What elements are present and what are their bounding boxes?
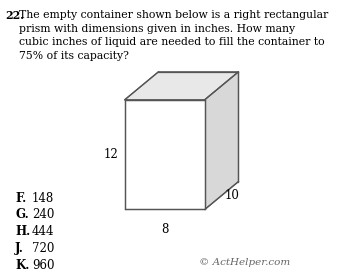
- Text: F.: F.: [15, 192, 26, 205]
- Text: 148: 148: [32, 192, 54, 205]
- Text: 960: 960: [32, 259, 55, 272]
- Text: The empty container shown below is a right rectangular
prism with dimensions giv: The empty container shown below is a rig…: [19, 10, 328, 61]
- Polygon shape: [205, 72, 238, 209]
- Text: K.: K.: [15, 259, 29, 272]
- Polygon shape: [125, 100, 205, 209]
- Text: J.: J.: [15, 242, 24, 255]
- Text: 8: 8: [161, 224, 168, 237]
- Text: 444: 444: [32, 225, 55, 238]
- Text: 720: 720: [32, 242, 54, 255]
- Text: 12: 12: [103, 148, 118, 161]
- Text: 10: 10: [225, 189, 240, 202]
- Text: H.: H.: [15, 225, 30, 238]
- Text: 22.: 22.: [5, 10, 24, 21]
- Polygon shape: [125, 72, 238, 100]
- Text: G.: G.: [15, 208, 29, 221]
- Text: © ActHelper.com: © ActHelper.com: [199, 258, 290, 267]
- Text: 240: 240: [32, 208, 54, 221]
